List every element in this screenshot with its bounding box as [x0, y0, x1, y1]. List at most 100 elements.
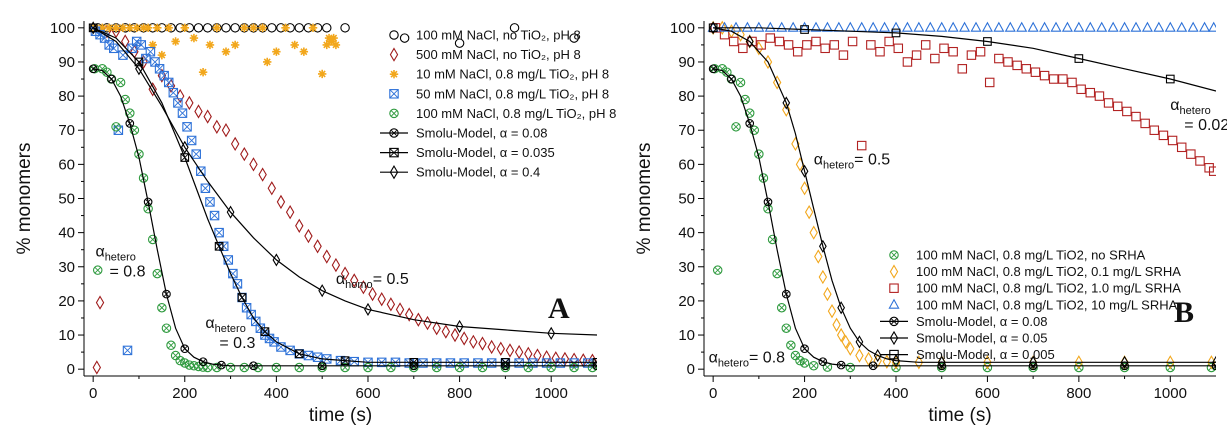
data-point — [505, 343, 515, 358]
legend-marker — [889, 250, 899, 260]
line-marker — [501, 357, 510, 367]
line-marker — [709, 21, 718, 35]
line-marker — [88, 64, 98, 74]
data-point — [1141, 21, 1153, 32]
data-point — [276, 194, 286, 210]
line-marker — [1074, 54, 1084, 63]
line-marker — [800, 344, 809, 354]
data-point — [738, 43, 748, 54]
data-point — [867, 21, 879, 32]
data-point — [98, 23, 107, 33]
data-point — [833, 21, 845, 32]
series-line — [713, 27, 1216, 92]
data-point — [1195, 156, 1205, 166]
data-point — [115, 77, 126, 88]
data-point — [902, 57, 913, 67]
data-point — [731, 122, 741, 132]
data-point — [838, 50, 849, 60]
data-point — [1012, 60, 1022, 71]
annotation-text: = 0.02 — [1184, 117, 1227, 134]
legend-label: Smolu-Model, α = 0.08 — [416, 126, 547, 141]
data-point — [809, 225, 818, 240]
data-point — [792, 46, 803, 57]
legend-item: Smolu-Model, α = 0.05 — [880, 331, 1047, 346]
data-point — [765, 33, 776, 43]
legend-marker — [889, 264, 899, 279]
data-point — [712, 265, 723, 275]
legend-item: Smolu-Model, α = 0.035 — [380, 145, 555, 160]
data-point — [776, 302, 787, 313]
data-point — [787, 21, 799, 32]
data-point — [139, 23, 148, 33]
data-point — [776, 21, 788, 32]
data-point — [317, 69, 327, 79]
legend-marker — [389, 30, 399, 40]
data-point — [800, 181, 809, 196]
data-point — [225, 362, 236, 373]
y-tick-label: 10 — [58, 327, 75, 344]
series-line — [712, 27, 1216, 363]
data-point — [193, 23, 204, 33]
plot-area — [707, 20, 1216, 373]
data-point — [295, 218, 304, 233]
line-marker — [937, 355, 946, 369]
data-point — [272, 47, 281, 56]
data-point — [957, 64, 968, 74]
data-point — [514, 344, 524, 360]
data-point — [109, 43, 119, 54]
data-point — [1158, 130, 1169, 141]
data-point — [844, 21, 856, 32]
x-axis-label: time (s) — [928, 405, 991, 426]
annotation-text: αhomo= 0.5 — [336, 271, 409, 291]
data-point — [202, 23, 213, 33]
y-tick-label: 50 — [678, 191, 695, 208]
data-point — [947, 21, 959, 32]
data-point — [875, 46, 885, 57]
data-point — [829, 40, 840, 50]
data-point — [240, 23, 249, 33]
data-point — [735, 77, 746, 88]
data-point — [198, 68, 208, 77]
line-marker — [135, 62, 143, 76]
data-point — [810, 21, 822, 32]
data-point — [764, 21, 776, 32]
data-point — [744, 108, 755, 118]
data-point — [164, 23, 173, 33]
line-marker — [745, 34, 754, 49]
data-point — [294, 362, 305, 373]
data-point — [432, 321, 441, 336]
data-point — [1094, 91, 1105, 101]
data-point — [509, 23, 520, 33]
y-axis-label: % monomers — [14, 143, 35, 255]
data-point — [132, 23, 141, 33]
annotation-text: αhetero= 0.5 — [814, 151, 891, 171]
data-point — [487, 339, 496, 355]
y-tick-label: 0 — [687, 361, 695, 378]
data-point — [841, 334, 850, 350]
data-point — [230, 136, 240, 152]
legend-marker — [389, 47, 399, 62]
line-marker — [217, 360, 226, 370]
data-point — [258, 23, 267, 33]
legend-label: 10 mM NaCl, 0.8 mg/L TiO₂, pH 8 — [416, 67, 609, 82]
data-point — [290, 40, 299, 50]
data-point — [1167, 135, 1178, 146]
data-point — [1107, 21, 1119, 32]
data-point — [811, 36, 821, 47]
data-point — [118, 50, 128, 60]
data-point — [189, 33, 199, 43]
y-tick-label: 40 — [58, 225, 75, 242]
data-point — [1084, 21, 1096, 32]
data-point — [1076, 84, 1086, 95]
data-point — [240, 146, 249, 162]
data-point — [469, 334, 478, 350]
legend-marker — [889, 330, 899, 346]
line-marker — [272, 253, 281, 267]
line-marker — [1212, 355, 1216, 369]
x-tick-label: 0 — [709, 385, 717, 402]
data-point — [168, 87, 179, 98]
line-marker — [180, 344, 190, 354]
data-point — [966, 50, 977, 60]
data-point — [1021, 64, 1032, 74]
